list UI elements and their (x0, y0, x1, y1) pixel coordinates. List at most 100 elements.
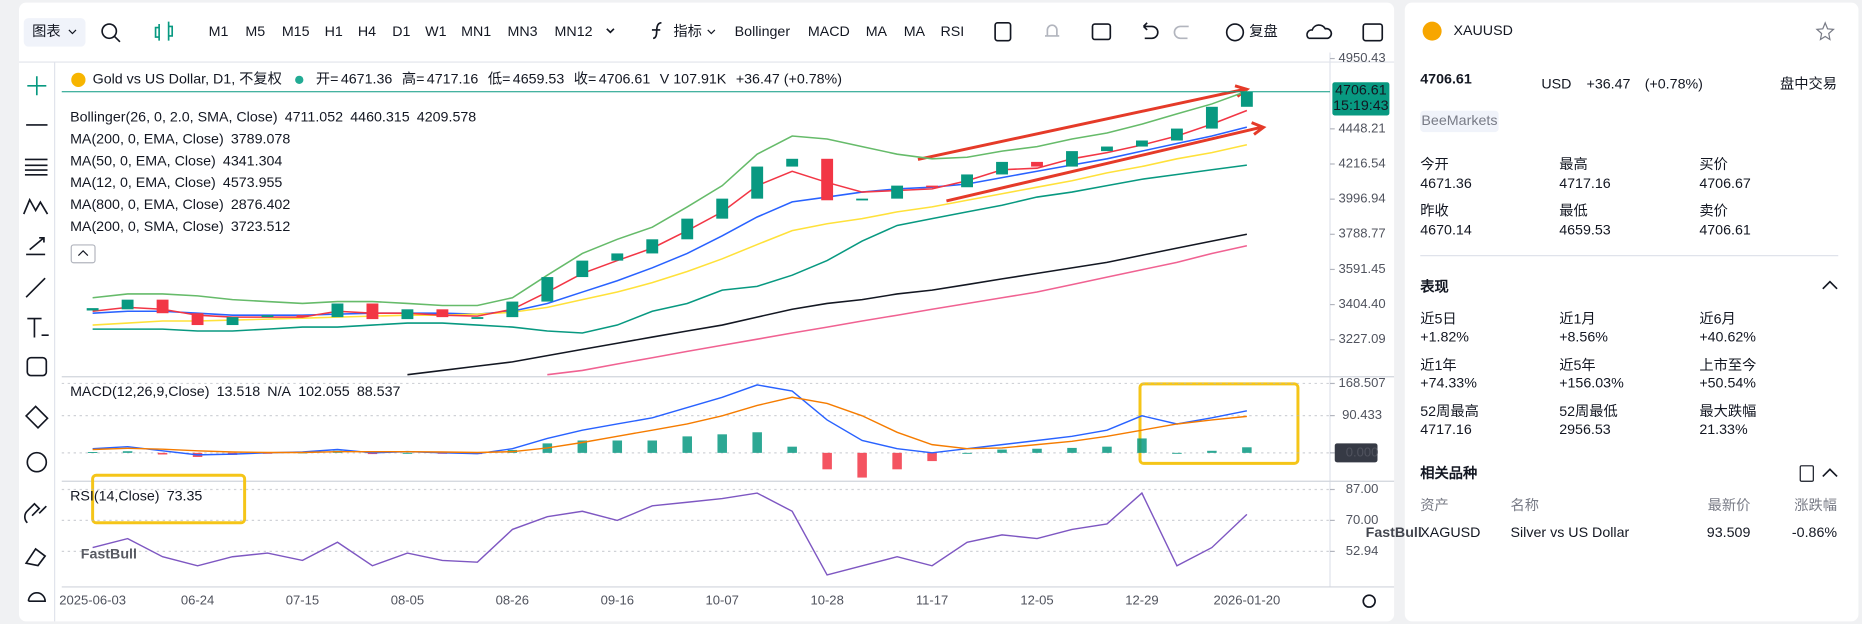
crosshair-tool[interactable] (27, 76, 47, 96)
indicator-button[interactable]: MA (904, 24, 926, 40)
timeframe-button[interactable]: M1 (209, 24, 229, 40)
candle (296, 315, 309, 318)
performance-label: 近1年 (1420, 357, 1456, 374)
table-cell[interactable]: 93.509 (1707, 525, 1751, 541)
indicator-line (92, 144, 1248, 326)
chart-menu: 图表 (32, 23, 61, 40)
favorite-star[interactable] (1815, 21, 1835, 41)
quote-label: 昨收 (1420, 202, 1449, 219)
emoji-tool[interactable] (26, 356, 48, 377)
candle (191, 313, 204, 326)
last-price-label: 4706.61 (1335, 82, 1387, 98)
collapse-legend[interactable] (70, 244, 96, 264)
timeframe-button[interactable]: MN3 (507, 24, 537, 40)
undo-icon[interactable] (1142, 22, 1159, 40)
performance-value: +8.56% (1559, 329, 1608, 345)
market-status-dot (295, 75, 304, 84)
candle (1136, 140, 1148, 147)
legend-value: 2876.402 (231, 197, 291, 213)
table-header: 最新价 (1708, 497, 1751, 514)
indicator-button[interactable]: RSI (940, 24, 964, 40)
replay-icon[interactable] (1225, 23, 1245, 42)
chart-menu-caret (68, 29, 77, 35)
collapse-caret (77, 250, 89, 257)
histogram-bar (1207, 450, 1217, 453)
y-tick-label: 168.507 (1338, 375, 1385, 390)
quote-label: 今开 (1420, 156, 1449, 173)
timeframe-button[interactable]: W1 (425, 24, 446, 40)
y-tick-label: 3996.94 (1338, 191, 1385, 206)
candle (786, 158, 799, 167)
pane-title: MACD(12,26,9,Close) (70, 384, 209, 400)
candle (471, 317, 484, 319)
candle (961, 174, 973, 188)
table-cell[interactable]: XAGUSD (1420, 525, 1480, 541)
table-cell[interactable]: -0.86% (1792, 525, 1837, 541)
legend-name: MA(800, 0, EMA, Close) (70, 197, 224, 213)
measure-tool[interactable] (24, 405, 49, 429)
legend-value: 4341.304 (223, 153, 283, 169)
timeframe-button[interactable]: MN1 (461, 24, 491, 40)
section-title: 表现 (1420, 277, 1449, 295)
market-status: 盘中交易 (1780, 74, 1837, 92)
histogram-bar (87, 452, 98, 453)
table-cell[interactable]: Silver vs US Dollar (1511, 525, 1630, 541)
annotations (91, 84, 1300, 525)
legend-name: MA(200, 0, SMA, Close) (70, 219, 224, 235)
text-tool[interactable] (27, 317, 49, 338)
pattern-tool[interactable] (22, 197, 49, 215)
timeframe-button[interactable]: D1 (392, 24, 410, 40)
ohlc-label: 高= (402, 71, 425, 88)
candle-type-icon[interactable] (154, 21, 174, 41)
change: +36.47 (+0.78%) (736, 72, 842, 88)
collapse-chevron[interactable] (1822, 280, 1838, 290)
indicator-button[interactable]: MA (866, 24, 888, 40)
list-icon[interactable] (1799, 465, 1814, 482)
quote-label: 最高 (1559, 156, 1588, 173)
timeframe-button[interactable]: M5 (245, 24, 265, 40)
zoom-tool[interactable] (26, 451, 48, 473)
histogram-bar (892, 452, 902, 470)
layout-icon[interactable] (994, 22, 1012, 42)
timeframe-button[interactable]: H4 (358, 24, 376, 40)
candle (121, 299, 134, 310)
indicator-button[interactable]: MACD (808, 24, 850, 40)
lock-tool[interactable] (24, 547, 47, 567)
projection-tool[interactable] (26, 236, 46, 256)
performance-value: +1.82% (1420, 329, 1469, 345)
performance-value: 4717.16 (1420, 422, 1472, 438)
alert-icon[interactable] (1045, 24, 1060, 37)
timeframe-button[interactable]: M15 (282, 24, 310, 40)
indicator-line (92, 164, 1247, 334)
magnet-tool[interactable] (23, 502, 47, 524)
indicator-button[interactable]: Bollinger (735, 24, 791, 40)
indicator-icon[interactable] (651, 22, 662, 40)
trash-tool[interactable] (27, 592, 46, 602)
indicators-menu[interactable]: 指标 (673, 23, 702, 40)
timeframe-more[interactable] (606, 28, 615, 34)
timeframe-button[interactable]: H1 (325, 24, 343, 40)
fib-tool[interactable] (24, 158, 48, 176)
fullscreen-icon[interactable] (1362, 23, 1384, 42)
settings-icon[interactable] (1362, 594, 1376, 608)
candle (156, 299, 169, 314)
histogram-bar (402, 452, 413, 454)
histogram-bar (927, 452, 937, 462)
timeframe-button[interactable]: MN12 (555, 24, 593, 40)
redo-icon[interactable] (1173, 25, 1189, 40)
calendar-icon[interactable] (1091, 23, 1112, 41)
search-icon[interactable] (101, 23, 118, 40)
histogram-bar (997, 449, 1007, 453)
histogram-bar (962, 452, 972, 454)
watermark: FastBull (1366, 525, 1422, 541)
cloud-icon[interactable] (1306, 24, 1333, 40)
collapse-chevron[interactable] (1822, 468, 1838, 478)
pane-title: RSI(14,Close) (70, 488, 160, 504)
y-tick-label: 90.433 (1342, 407, 1382, 422)
brush-tool[interactable] (25, 277, 46, 298)
replay-button[interactable]: 复盘 (1249, 22, 1278, 40)
ohlc-value: 4659.53 (513, 72, 565, 88)
chart-title: Gold vs US Dollar, D1, 不复权 (93, 70, 282, 88)
chart-menu-bg[interactable] (23, 18, 86, 47)
